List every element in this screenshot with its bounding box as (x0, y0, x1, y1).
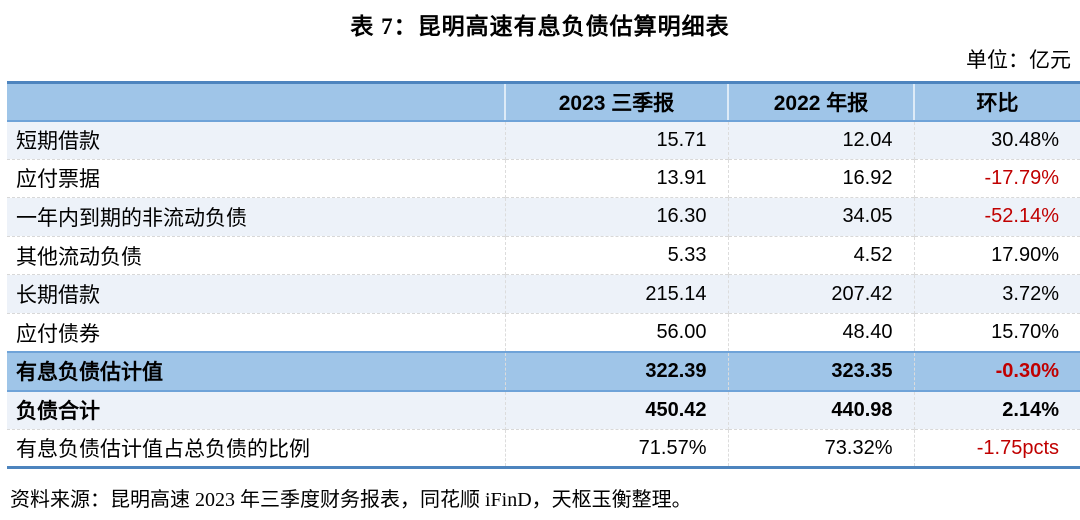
value-change: -17.79% (913, 158, 1080, 198)
value-2023-q3: 15.71 (504, 120, 728, 160)
value-2023-q3: 450.42 (504, 390, 728, 430)
table-row: 有息负债估计值 322.39 323.35 -0.30% (7, 351, 1080, 392)
value-change: -1.75pcts (913, 428, 1080, 468)
value-change: -52.14% (913, 197, 1080, 237)
table-row: 一年内到期的非流动负债 16.30 34.05 -52.14% (7, 197, 1080, 237)
value-2022-annual: 48.40 (727, 312, 914, 353)
row-label: 负债合计 (7, 390, 505, 430)
value-2023-q3: 16.30 (504, 197, 728, 237)
value-2022-annual: 34.05 (727, 197, 914, 237)
debt-table: 2023 三季报 2022 年报 环比 短期借款 15.71 12.04 30.48%… (7, 81, 1080, 470)
value-change: 17.90% (913, 235, 1080, 275)
table-row: 短期借款 15.71 12.04 30.48% (7, 120, 1080, 160)
value-2022-annual: 440.98 (727, 390, 914, 430)
value-2022-annual: 207.42 (727, 274, 914, 314)
value-change: -0.30% (913, 351, 1080, 392)
value-2023-q3: 215.14 (504, 274, 728, 314)
table-row: 负债合计 450.42 440.98 2.14% (7, 390, 1080, 430)
source-note: 资料来源：昆明高速 2023 年三季度财务报表，同花顺 iFinD，天枢玉衡整理… (10, 489, 692, 511)
table-header-row: 2023 三季报 2022 年报 环比 (7, 82, 1080, 122)
value-change: 2.14% (913, 390, 1080, 430)
table-row: 其他流动负债 5.33 4.52 17.90% (7, 235, 1080, 275)
table-row: 应付票据 13.91 16.92 -17.79% (7, 158, 1080, 198)
row-label: 其他流动负债 (7, 235, 505, 275)
value-2023-q3: 322.39 (504, 351, 728, 392)
table-row: 长期借款 215.14 207.42 3.72% (7, 274, 1080, 314)
value-change: 15.70% (913, 312, 1080, 353)
value-2022-annual: 323.35 (727, 351, 914, 392)
header-item-column (7, 82, 505, 122)
value-2023-q3: 5.33 (504, 235, 728, 275)
row-label: 有息负债估计值占总负债的比例 (7, 428, 505, 468)
value-2022-annual: 73.32% (727, 428, 914, 468)
row-label: 应付债券 (7, 312, 505, 353)
row-label: 有息负债估计值 (7, 351, 505, 392)
header-2023-q3: 2023 三季报 (504, 82, 728, 122)
table-title: 表 7：昆明高速有息负债估算明细表 (350, 14, 730, 39)
value-2022-annual: 16.92 (727, 158, 914, 198)
value-2022-annual: 4.52 (727, 235, 914, 275)
unit-label: 单位：亿元 (966, 48, 1071, 72)
row-label: 短期借款 (16, 129, 100, 154)
value-2023-q3: 56.00 (504, 312, 728, 353)
row-label: 长期借款 (7, 274, 505, 314)
table-body: 短期借款 15.71 12.04 30.48% 应付票据 13.91 16.92 -17.79… (7, 120, 1080, 468)
value-2022-annual: 12.04 (727, 120, 914, 160)
table-row: 有息负债估计值占总负债的比例 71.57% 73.32% -1.75pcts (7, 428, 1080, 468)
value-change: 3.72% (913, 274, 1080, 314)
header-change: 环比 (913, 82, 1080, 122)
value-2023-q3: 13.91 (504, 158, 728, 198)
value-2023-q3: 71.57% (504, 428, 728, 468)
value-change: 30.48% (913, 120, 1080, 160)
row-label: 应付票据 (7, 158, 505, 198)
table-row: 应付债券 56.00 48.40 15.70% (7, 312, 1080, 353)
row-label: 一年内到期的非流动负债 (7, 197, 505, 237)
header-2022-annual: 2022 年报 (727, 82, 914, 122)
